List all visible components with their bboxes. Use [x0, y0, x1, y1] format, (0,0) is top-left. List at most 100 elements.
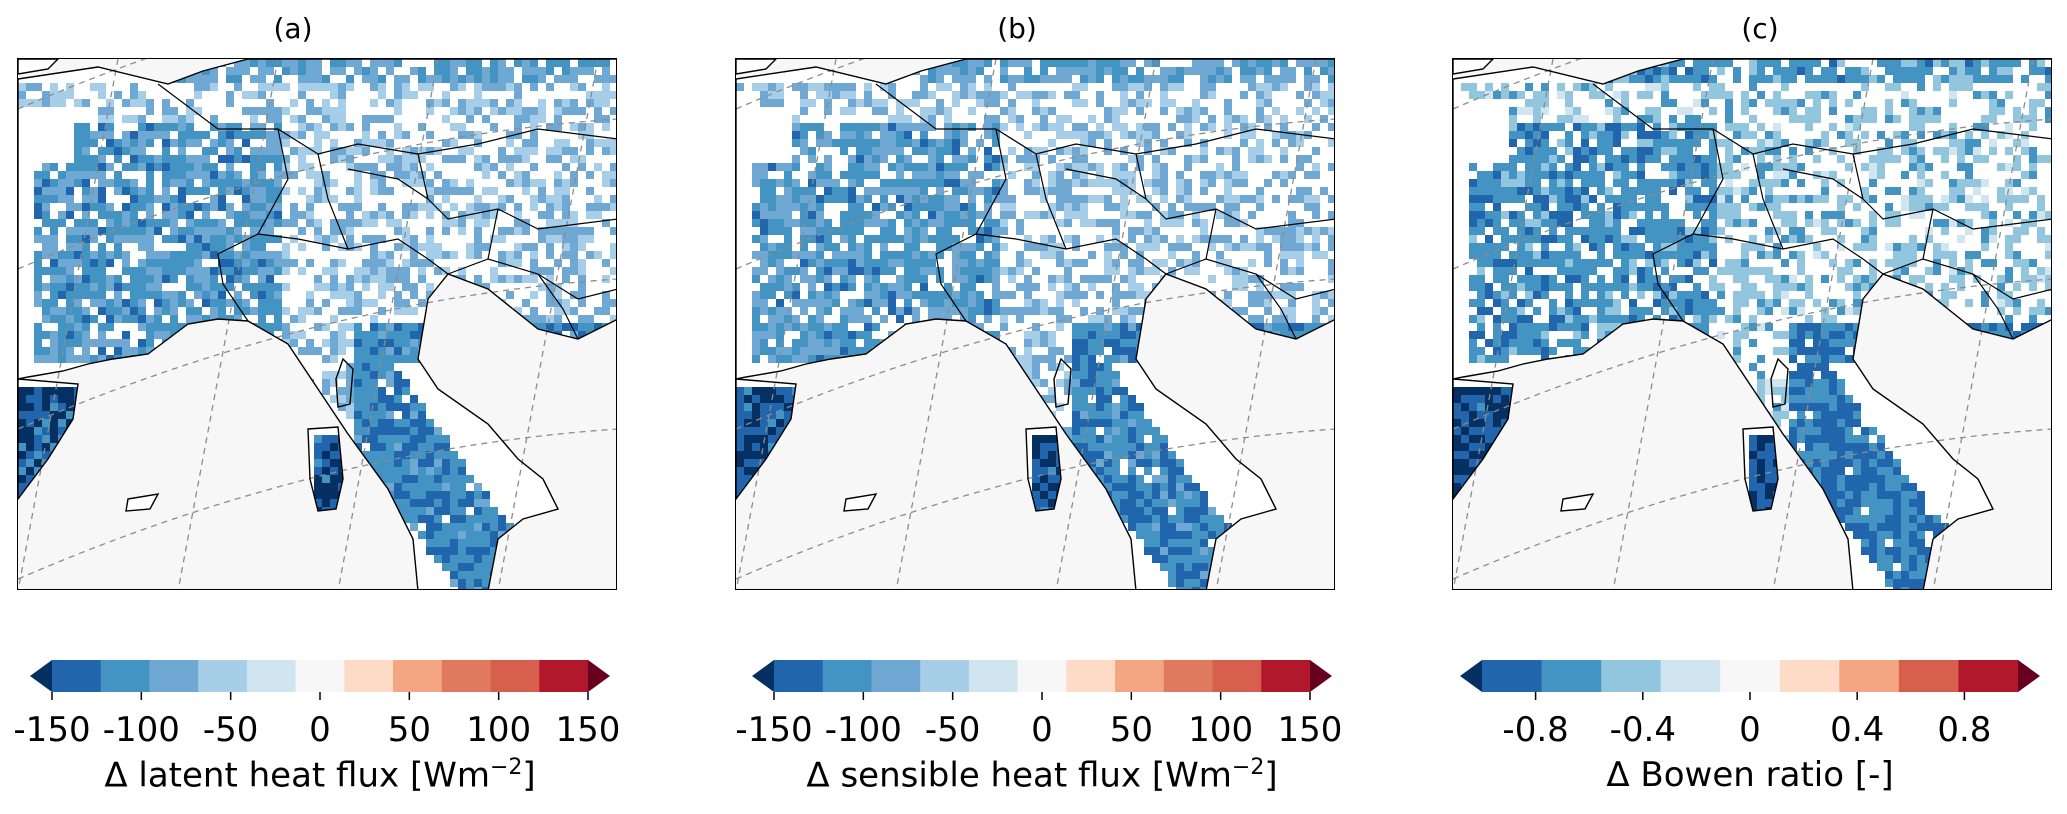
map-b-cell [864, 163, 872, 171]
map-a-cell [434, 435, 442, 443]
map-b-cell [824, 235, 832, 243]
map-b-cell [1064, 203, 1072, 211]
map-b-cell [792, 139, 800, 147]
map-c-cell [1973, 67, 1981, 75]
map-b-cell [840, 347, 848, 355]
map-c-cell [1909, 59, 1917, 67]
map-b-cell [1224, 195, 1232, 203]
map-b-cell [976, 323, 984, 331]
map-b-cell [1128, 75, 1136, 83]
map-a-cell [546, 323, 554, 331]
map-b-cell [1048, 395, 1056, 403]
map-c-cell [1885, 83, 1893, 91]
map-a-cell [442, 435, 450, 443]
map-a-cell [322, 371, 330, 379]
map-a-cell [202, 211, 210, 219]
map-a-cell [466, 547, 474, 555]
map-a-cell [426, 251, 434, 259]
map-c-cell [1725, 123, 1733, 131]
map-b-cell [1096, 459, 1104, 467]
map-c-cell [1837, 59, 1845, 67]
map-b-cell [952, 259, 960, 267]
map-a-cell [570, 307, 578, 315]
map-c-cell [2029, 99, 2037, 107]
map-b-cell [1104, 179, 1112, 187]
map-b-cell [1264, 91, 1272, 99]
map-a-cell [482, 155, 490, 163]
map-a-cell [34, 179, 42, 187]
map-a-cell [162, 219, 170, 227]
map-a-cell [410, 339, 418, 347]
map-a-cell [266, 219, 274, 227]
map-b-cell [1248, 315, 1256, 323]
map-b-cell [1064, 147, 1072, 155]
map-a-cell [162, 267, 170, 275]
map-b-cell [1112, 59, 1120, 67]
map-c-cell [1845, 115, 1853, 123]
map-b-cell [1136, 459, 1144, 467]
map-a-cell [450, 507, 458, 515]
map-b-cell [1208, 115, 1216, 123]
map-a-cell [50, 443, 58, 451]
map-c-cell [1909, 123, 1917, 131]
map-a-cell [498, 171, 506, 179]
map-a-cell [98, 251, 106, 259]
map-b-cell [1072, 435, 1080, 443]
map-b-cell [1032, 147, 1040, 155]
map-a-cell [482, 555, 490, 563]
map-b-cell [1136, 531, 1144, 539]
map-b-cell [768, 211, 776, 219]
map-a-cell [482, 211, 490, 219]
map-a-cell [442, 459, 450, 467]
map-b-cell [920, 251, 928, 259]
map-a-cell [146, 195, 154, 203]
map-b-cell [1208, 83, 1216, 91]
map-a-cell [402, 379, 410, 387]
map-a-cell [482, 203, 490, 211]
map-a-cell [242, 131, 250, 139]
map-b-cell [992, 195, 1000, 203]
map-a-cell [138, 195, 146, 203]
map-a-cell [58, 395, 66, 403]
map-b-cell [1064, 371, 1072, 379]
map-b-cell [1240, 75, 1248, 83]
map-a-cell [130, 235, 138, 243]
map-a-cell [330, 379, 338, 387]
map-b-cell [992, 187, 1000, 195]
map-a-cell [178, 139, 186, 147]
map-b-cell [976, 59, 984, 67]
map-a-cell [490, 515, 498, 523]
map-b-cell [992, 307, 1000, 315]
map-b-cell [752, 171, 760, 179]
map-a-cell [410, 347, 418, 355]
map-a-cell [178, 259, 186, 267]
map-c-cell [1589, 131, 1597, 139]
map-b-cell [944, 147, 952, 155]
map-c-cell [1821, 131, 1829, 139]
map-a-cell [554, 323, 562, 331]
map-a-cell [154, 259, 162, 267]
map-a-cell [250, 91, 258, 99]
map-b-cell [1024, 131, 1032, 139]
map-b-cell [1280, 331, 1288, 339]
map-b-cell [1136, 491, 1144, 499]
map-b-cell [768, 331, 776, 339]
map-b-cell [1152, 171, 1160, 179]
map-a-cell [306, 219, 314, 227]
map-b-cell [1080, 379, 1088, 387]
map-a-cell [218, 155, 226, 163]
map-a-cell [114, 211, 122, 219]
map-a-cell [218, 291, 226, 299]
map-a-cell [426, 235, 434, 243]
map-a-cell [458, 267, 466, 275]
map-b-cell [1120, 315, 1128, 323]
map-a-cell [202, 251, 210, 259]
map-b-cell [904, 123, 912, 131]
map-b-cell [1136, 427, 1144, 435]
map-b-cell [880, 107, 888, 115]
map-b-cell [968, 243, 976, 251]
map-b-cell [1200, 83, 1208, 91]
map-b-cell [1312, 75, 1320, 83]
map-b-border [1035, 153, 1067, 250]
map-a-cell [434, 491, 442, 499]
